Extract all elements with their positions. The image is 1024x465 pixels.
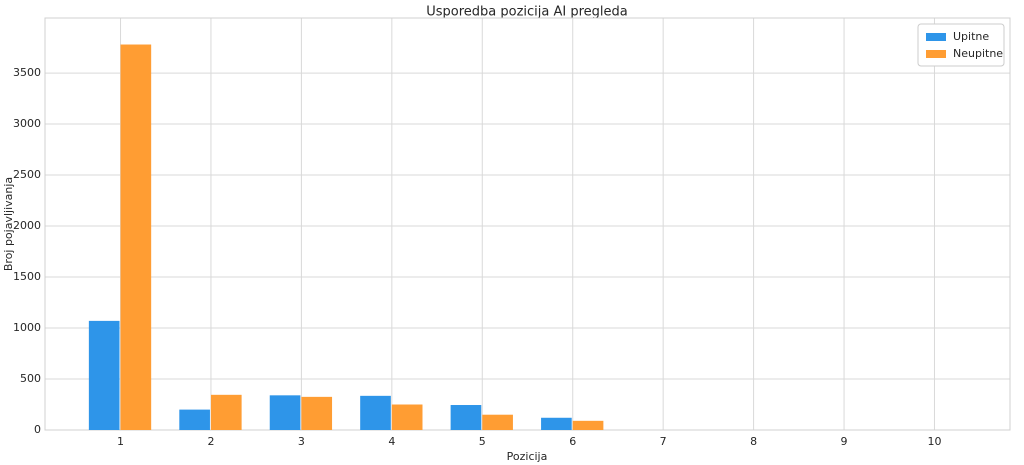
bar <box>541 417 572 430</box>
bar <box>482 414 513 430</box>
x-axis-label: Pozicija <box>507 450 548 463</box>
x-tick-label: 1 <box>117 435 124 448</box>
x-tick-label: 10 <box>927 435 941 448</box>
legend-label: Upitne <box>953 30 989 43</box>
x-tick-label: 4 <box>388 435 395 448</box>
x-tick-label: 3 <box>298 435 305 448</box>
y-tick-label: 1000 <box>13 321 41 334</box>
y-tick-label: 2000 <box>13 219 41 232</box>
y-tick-label: 2500 <box>13 168 41 181</box>
bar <box>572 420 604 430</box>
bar <box>391 404 423 430</box>
y-tick-label: 3500 <box>13 66 41 79</box>
y-tick-label: 500 <box>20 372 41 385</box>
plot-frame <box>44 17 1011 431</box>
legend-label: Neupitne <box>953 47 1003 60</box>
bar <box>120 44 152 430</box>
y-tick-label: 0 <box>34 423 41 436</box>
bar <box>450 405 482 430</box>
bar <box>301 396 333 430</box>
bar <box>360 395 391 430</box>
x-tick-label: 6 <box>569 435 576 448</box>
y-tick-label: 1500 <box>13 270 41 283</box>
y-tick-label: 3000 <box>13 117 41 130</box>
x-tick-label: 5 <box>479 435 486 448</box>
bar <box>88 320 120 430</box>
x-tick-label: 9 <box>841 435 848 448</box>
x-tick-label: 2 <box>207 435 214 448</box>
legend-swatch <box>926 33 946 41</box>
y-axis-label: Broj pojavljivanja <box>2 177 15 271</box>
chart-title: Usporedba pozicija AI pregleda <box>426 5 628 20</box>
x-tick-label: 7 <box>660 435 667 448</box>
legend-swatch <box>926 50 946 58</box>
x-tick-label: 8 <box>750 435 757 448</box>
bar <box>210 394 242 430</box>
bar <box>179 409 210 430</box>
bar <box>269 395 301 430</box>
